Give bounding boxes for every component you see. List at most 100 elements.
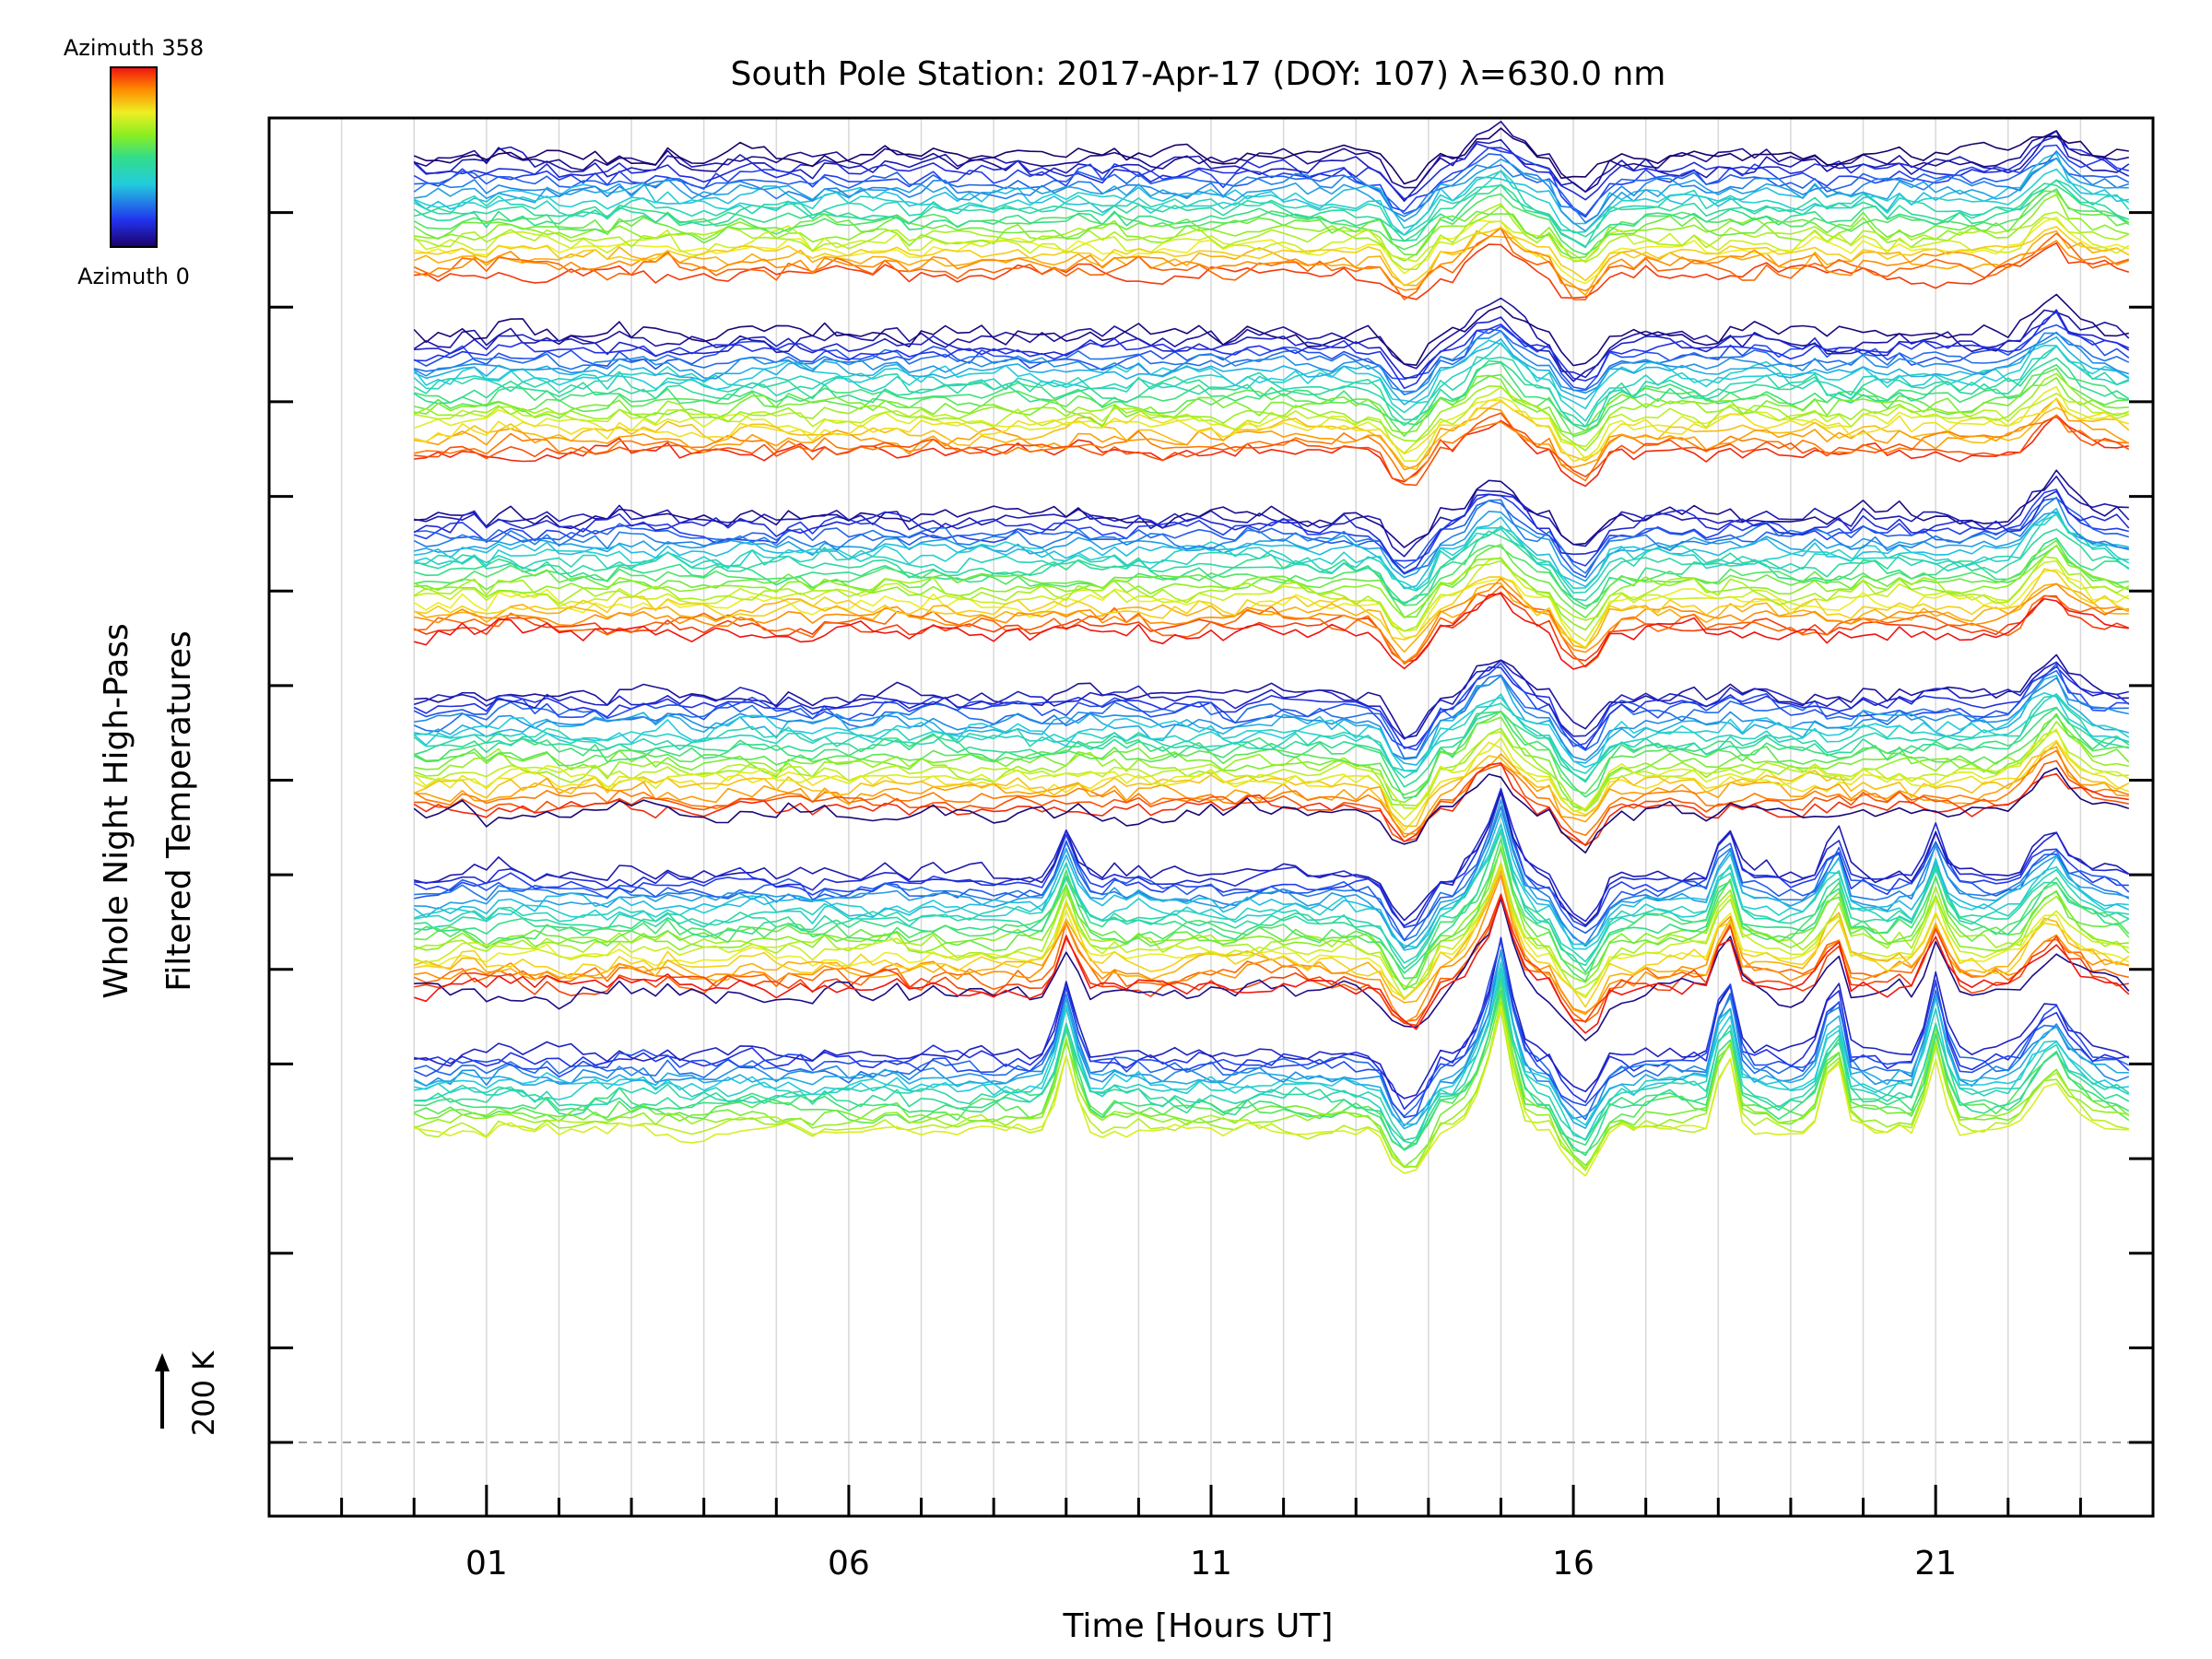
series-line: [413, 895, 2130, 1034]
colorbar-top-label: Azimuth 358: [64, 35, 204, 61]
colorbar-bottom-label: Azimuth 0: [77, 264, 190, 289]
series-line: [413, 994, 2130, 1168]
series-line: [414, 412, 2130, 487]
series-lines: [413, 121, 2130, 1177]
series-line: [414, 961, 2130, 1151]
series-line: [413, 707, 2130, 799]
series-line: [414, 328, 2130, 396]
series-line: [414, 194, 2129, 263]
series-line: [414, 653, 2129, 739]
series-line: [413, 372, 2130, 452]
series-line: [414, 216, 2130, 285]
x-tick-label: 16: [1552, 1545, 1594, 1583]
series-line: [414, 311, 2130, 390]
series-line: [414, 830, 2129, 970]
series-line: [413, 767, 2130, 854]
series-line: [413, 170, 2130, 249]
series-line: [413, 749, 2130, 839]
colorbar-legend: Azimuth 358 Azimuth 0: [64, 35, 204, 289]
series-line: [413, 695, 2130, 783]
y-axis-label-line-1: Whole Night High-Pass: [98, 623, 135, 999]
series-line: [414, 497, 2130, 579]
series-line: [413, 130, 2130, 202]
x-axis-label: Time [Hours UT]: [1063, 1607, 1334, 1645]
x-tick-labels: 01 06 11 16 21: [465, 1545, 1957, 1583]
series-line: [414, 971, 2130, 1141]
series-line: [413, 226, 2130, 292]
y-axis-label-line-2: Filtered Temperatures: [160, 630, 198, 992]
scale-arrow-head: [155, 1353, 170, 1371]
x-tick-label: 06: [828, 1545, 870, 1583]
series-line: [413, 669, 2129, 759]
series-line: [414, 730, 2129, 810]
series-line: [413, 728, 2130, 820]
series-line: [413, 512, 2130, 591]
vertical-gridlines: [340, 118, 2082, 1516]
series-line: [413, 812, 2130, 951]
series-line: [414, 936, 2129, 1111]
series-line: [413, 385, 2129, 462]
colorbar: [110, 66, 158, 248]
series-line: [413, 739, 2130, 831]
series-line: [413, 662, 2129, 751]
series-line: [414, 158, 2129, 232]
series-line: [413, 490, 2130, 574]
series-line: [414, 475, 2130, 558]
series-line: [414, 714, 2130, 812]
scale-bar: 200 K: [155, 1350, 221, 1436]
series-line: [413, 339, 2130, 410]
series-line: [414, 693, 2130, 779]
series-line: [414, 203, 2130, 271]
series-line: [413, 324, 2130, 391]
series-line: [414, 968, 2129, 1126]
series-line: [413, 544, 2129, 631]
series-line: [413, 335, 2130, 406]
series-line: [413, 838, 2130, 982]
series-line: [413, 127, 2129, 185]
scale-bar-label: 200 K: [186, 1350, 221, 1436]
chart-title: South Pole Station: 2017-Apr-17 (DOY: 10…: [731, 55, 1666, 93]
series-line: [414, 746, 2129, 835]
series-line: [413, 706, 2129, 788]
series-line: [414, 792, 2130, 941]
series-line: [414, 539, 2130, 619]
series-line: [413, 188, 2130, 256]
series-line: [414, 241, 2130, 300]
series-line: [413, 525, 2129, 604]
series-line: [413, 293, 2129, 367]
series-line: [413, 227, 2130, 301]
series-line: [413, 190, 2130, 259]
series-line: [414, 828, 2130, 974]
series-line: [413, 397, 2130, 463]
series-line: [413, 297, 2130, 382]
series-line: [414, 577, 2130, 664]
series-line: [414, 544, 2129, 610]
series-line: [413, 168, 2130, 236]
series-line: [414, 414, 2129, 482]
series-line: [414, 897, 2130, 1041]
series-line: [414, 937, 2130, 1100]
x-tick-label: 01: [465, 1545, 508, 1583]
series-line: [413, 121, 2129, 193]
series-line: [413, 488, 2129, 567]
series-line: [414, 675, 2129, 766]
series-line: [414, 874, 2129, 1024]
series-line: [413, 762, 2129, 847]
series-line: [413, 665, 2130, 750]
series-line: [414, 1005, 2129, 1177]
series-line: [413, 556, 2130, 632]
series-line: [413, 741, 2130, 828]
series-line: [414, 847, 2130, 991]
series-line: [413, 845, 2129, 991]
series-line: [413, 496, 2129, 575]
series-line: [414, 386, 2130, 454]
series-line: [414, 414, 2129, 488]
series-line: [414, 989, 2130, 1151]
series-line: [414, 374, 2129, 436]
series-line: [414, 226, 2130, 287]
series-line: [413, 593, 2129, 670]
series-line: [414, 787, 2130, 927]
series-line: [414, 182, 2130, 248]
series-line: [413, 951, 2129, 1130]
